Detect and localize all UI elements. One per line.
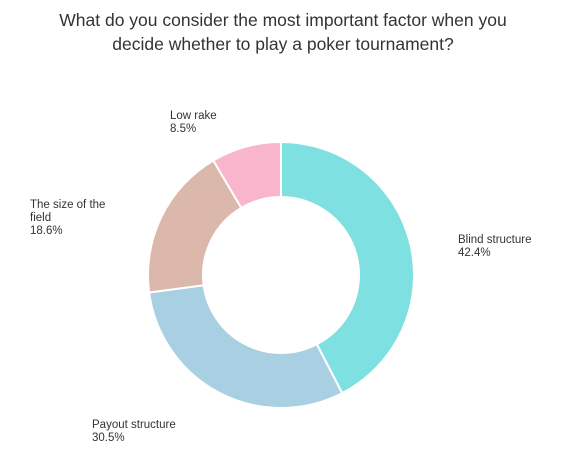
label-the-size-of-the-field: The size of the field 18.6% (30, 199, 105, 237)
label-payout-structure: Payout structure 30.5% (92, 419, 176, 444)
slice-payout-structure[interactable] (148, 284, 344, 409)
slice-blind-structure[interactable] (280, 140, 415, 395)
label-blind-structure: Blind structure 42.4% (458, 234, 532, 259)
chart-title-line-1: What do you consider the most important … (59, 10, 507, 30)
chart-title-line-2: decide whether to play a poker tournamen… (112, 34, 454, 54)
label-low-rake: Low rake 8.5% (170, 110, 217, 135)
slice-low-rake[interactable] (211, 140, 282, 210)
chart-title: What do you consider the most important … (0, 8, 566, 56)
